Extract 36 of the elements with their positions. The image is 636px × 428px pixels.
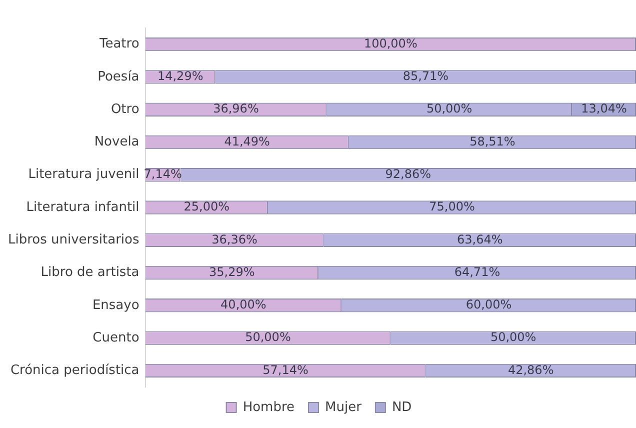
data-label: 50,00%: [490, 330, 536, 344]
data-label: 36,36%: [212, 232, 258, 246]
data-label: 50,00%: [245, 330, 291, 344]
data-label: 40,00%: [220, 298, 266, 312]
y-tick-label: Cuento: [92, 330, 140, 346]
y-tick-label: Literatura juvenil: [28, 167, 140, 182]
legend-label: Hombre: [242, 400, 295, 415]
y-tick-label: Novela: [94, 134, 140, 150]
data-label: 50,00%: [426, 102, 472, 116]
data-label: 35,29%: [208, 264, 255, 279]
data-label: 58,51%: [470, 134, 516, 148]
y-tick-label: Literatura infantil: [26, 200, 140, 215]
y-tick-label: Teatro: [98, 36, 140, 52]
y-tick-label: Otro: [110, 102, 140, 117]
y-tick-label: Ensayo: [92, 298, 140, 313]
data-label: 57,14%: [262, 362, 308, 377]
data-label: 14,29%: [157, 69, 204, 84]
data-label: 60,00%: [466, 298, 512, 312]
data-label: 36,96%: [213, 102, 259, 116]
data-label: 41,49%: [224, 134, 270, 148]
data-label: 7,14%: [144, 166, 182, 181]
y-tick-label: Libros universitarios: [8, 232, 140, 248]
data-label: 75,00%: [429, 200, 475, 214]
data-label: 92,86%: [385, 166, 432, 181]
y-tick-label: Crónica periodística: [10, 363, 140, 378]
data-label: 13,04%: [581, 102, 627, 116]
data-label: 64,71%: [454, 264, 500, 279]
legend-label: Mujer: [325, 400, 362, 415]
data-label: 85,71%: [402, 69, 449, 84]
data-label: 25,00%: [184, 200, 230, 214]
data-label: 100,00%: [364, 36, 418, 50]
y-tick-label: Libro de artista: [40, 265, 140, 280]
y-tick-label: Poesía: [98, 69, 140, 84]
legend-label: ND: [392, 400, 412, 415]
data-label: 42,86%: [508, 362, 554, 377]
data-label: 63,64%: [456, 232, 503, 246]
